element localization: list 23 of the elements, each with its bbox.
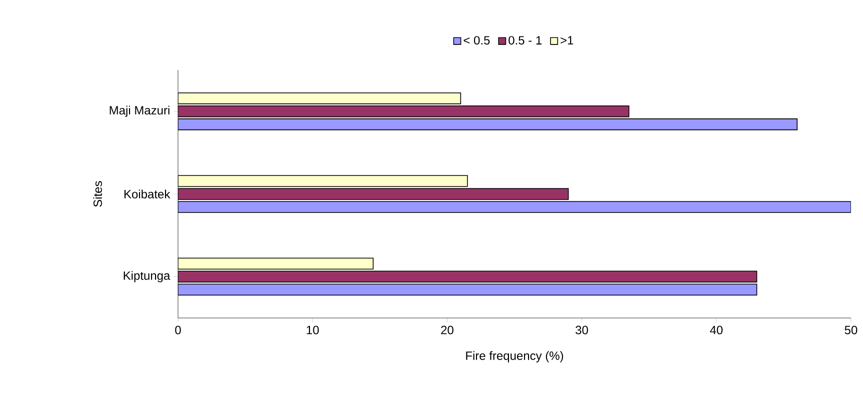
bar [178,270,758,283]
x-tick-label: 10 [306,326,319,334]
x-tick-label: 20 [441,326,454,334]
y-tick-label: Koibatek [124,190,170,198]
y-tick-label: Kiptunga [124,271,170,282]
bar [178,118,798,130]
legend-label: < 0.5 [464,36,490,45]
legend-label: >1 [560,36,574,44]
bar [178,284,758,296]
x-axis-title: Fire frequency (%) [466,351,564,362]
bar [178,258,374,270]
legend-label: 0.5 - 1 [508,36,542,45]
x-tick-label: 50 [844,326,858,334]
bar [178,175,468,187]
y-axis-title: Sites [93,181,102,207]
x-tick-label: 30 [576,326,588,334]
x-tick-label: 0 [175,326,181,334]
bar [178,201,851,213]
bar [178,92,462,104]
y-tick-label: Maji Mazuri [110,106,170,117]
bar [178,188,569,200]
bar [178,105,630,118]
x-tick-label: 40 [710,326,723,334]
